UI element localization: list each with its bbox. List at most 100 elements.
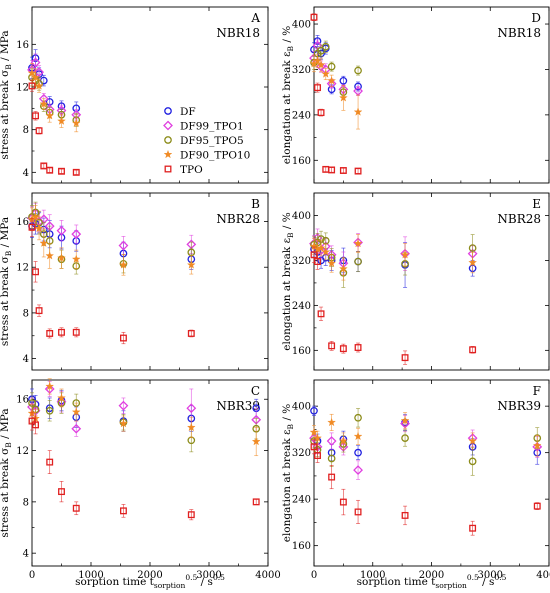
data-point: [71, 118, 81, 127]
data-point: [72, 504, 80, 512]
data-point: [187, 330, 195, 337]
data-point: [58, 328, 65, 336]
y-tick-label: 240: [292, 495, 311, 506]
y-tick-label: 160: [292, 156, 311, 167]
data-point: [328, 473, 336, 481]
data-point: [339, 167, 347, 174]
data-point: [30, 57, 41, 68]
data-point: [186, 422, 196, 432]
legend-label: TPO: [180, 164, 203, 176]
data-point: [310, 443, 318, 451]
y-tick-label: 240: [292, 301, 311, 312]
data-point: [58, 488, 65, 496]
data-point: [32, 421, 39, 429]
series-DF99_TPO1: [27, 202, 197, 256]
data-point: [353, 431, 363, 441]
y-tick-label: 12: [16, 446, 29, 457]
y-tick-label: 8: [23, 125, 29, 136]
data-point: [327, 417, 337, 427]
data-point: [316, 60, 326, 69]
data-point: [327, 454, 336, 463]
legend-marker: [164, 136, 172, 144]
panel-letter: B: [251, 197, 260, 211]
legend-item-TPO: TPO: [164, 164, 203, 176]
series-DF: [310, 405, 542, 465]
data-point: [313, 56, 322, 65]
data-point: [339, 345, 347, 353]
panel-letter: A: [250, 11, 260, 25]
y-tick-label: 4: [23, 168, 29, 179]
data-point: [314, 84, 321, 92]
data-point: [327, 258, 337, 267]
data-point: [35, 127, 43, 135]
data-point: [252, 498, 260, 506]
data-point: [57, 393, 66, 402]
data-point: [326, 78, 337, 89]
data-point: [400, 416, 410, 425]
data-point: [317, 109, 325, 117]
data-point: [119, 260, 128, 269]
x-tick-label: 0: [311, 570, 317, 581]
y-axis-label: stress at break σB / MPa: [0, 217, 13, 346]
y-tick-label: 320: [292, 65, 311, 76]
data-point: [354, 508, 362, 516]
x-axis-label: sorption time tsorption0.5 / s0.5: [75, 573, 225, 590]
data-point: [400, 250, 410, 259]
data-point: [310, 406, 318, 415]
data-point: [401, 511, 409, 519]
data-point: [310, 251, 318, 259]
x-tick-label: 2000: [419, 570, 444, 581]
panel-letter: C: [251, 384, 260, 398]
data-point: [317, 46, 325, 55]
data-point: [309, 427, 319, 437]
y-tick-label: 400: [292, 20, 311, 31]
legend-marker: [164, 165, 172, 173]
data-point: [313, 433, 322, 442]
y-axis-label: stress at break σB / MPa: [0, 408, 13, 537]
legend-item-DF: DF: [164, 106, 196, 118]
x-axis-label: sorption time tsorption0.5 / s0.5: [357, 573, 507, 590]
legend-label: DF: [180, 106, 196, 118]
data-point: [71, 407, 81, 416]
y-tick-label: 400: [292, 402, 311, 413]
x-tick-label: 0: [29, 570, 35, 581]
panel-letter: F: [533, 384, 541, 398]
data-point: [328, 166, 336, 174]
series-DF: [28, 212, 196, 270]
data-point: [57, 116, 66, 125]
y-tick-label: 320: [292, 448, 311, 459]
data-point: [27, 68, 37, 77]
panel-title: NBR18: [216, 26, 260, 40]
series-TPO: [310, 439, 541, 536]
data-point: [32, 268, 39, 276]
legend-marker: [164, 107, 172, 115]
data-point: [468, 436, 478, 445]
y-tick-label: 16: [16, 40, 29, 51]
data-point: [354, 448, 362, 457]
data-point: [32, 112, 39, 120]
data-point: [34, 223, 44, 233]
y-tick-label: 400: [292, 211, 311, 222]
data-point: [533, 502, 541, 510]
data-point: [401, 354, 409, 362]
data-point: [187, 511, 195, 519]
data-point: [186, 403, 197, 414]
data-point: [338, 436, 348, 445]
data-point: [56, 225, 67, 236]
x-tick-label: 1000: [360, 570, 385, 581]
y-tick-label: 320: [292, 256, 311, 267]
data-point: [186, 260, 196, 269]
data-point: [321, 247, 331, 256]
data-point: [338, 93, 348, 102]
data-point: [327, 62, 336, 71]
data-point: [119, 418, 128, 428]
data-point: [353, 238, 363, 248]
legend-label: DF95_TPO5: [180, 135, 244, 147]
series-TPO: [28, 217, 195, 345]
x-tick-label: 1000: [78, 570, 103, 581]
data-point: [118, 240, 129, 251]
